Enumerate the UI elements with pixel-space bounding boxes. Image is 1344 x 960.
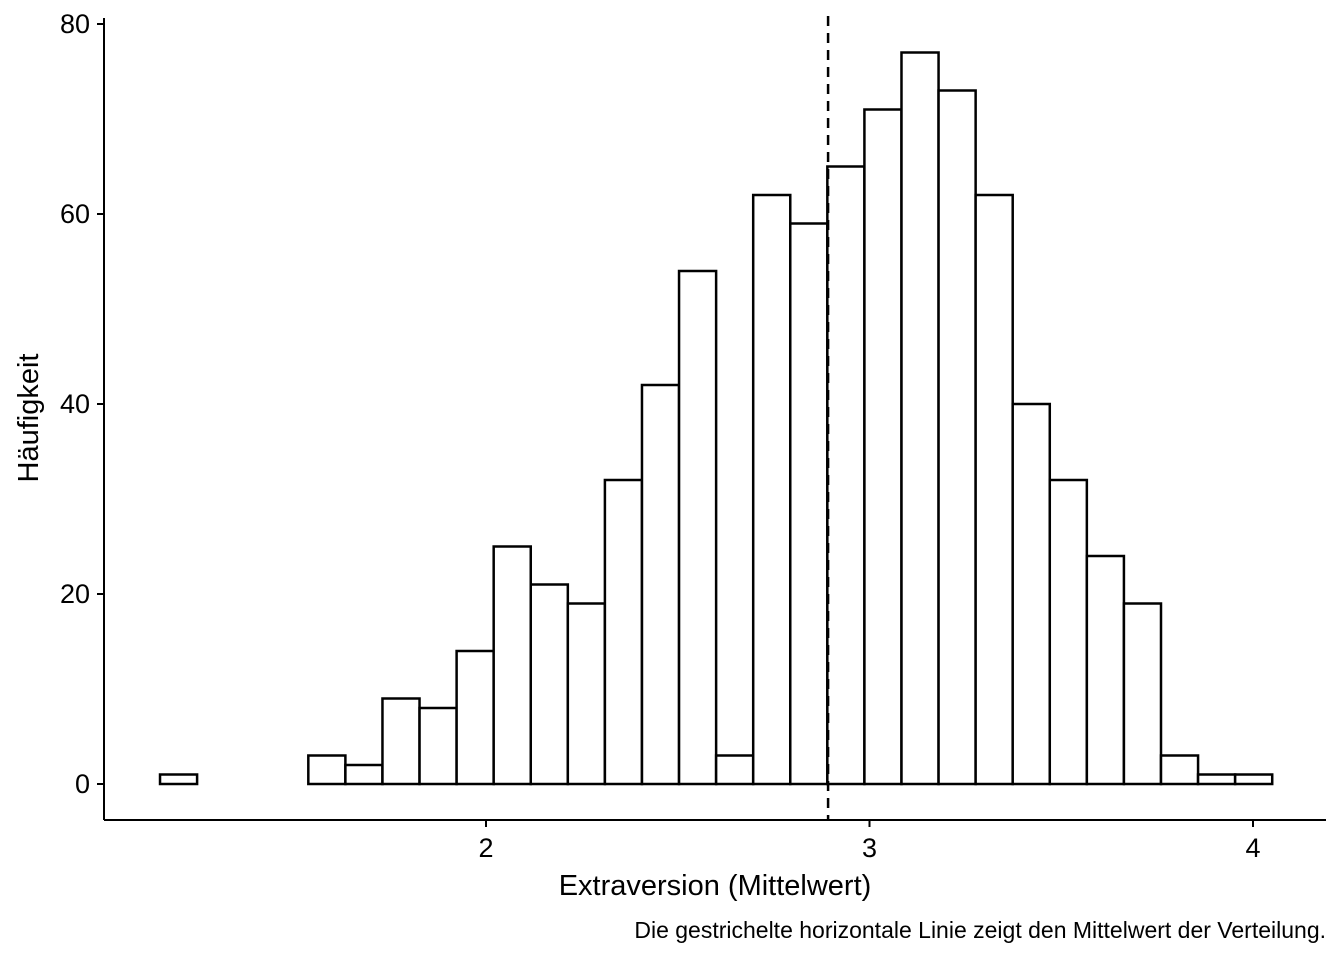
x-tick-label: 3	[862, 833, 877, 863]
x-axis-title: Extraversion (Mittelwert)	[559, 870, 872, 902]
histogram-bar	[158, 773, 199, 786]
histogram-bar	[381, 697, 421, 786]
y-tick-label: 0	[75, 769, 90, 799]
bars-group	[158, 51, 1274, 786]
histogram-bar	[455, 649, 495, 786]
histogram-bar	[974, 193, 1014, 786]
histogram-bar	[1159, 754, 1200, 786]
y-tick-label: 60	[60, 199, 90, 229]
histogram-bar	[529, 583, 570, 786]
histogram-bar	[1122, 602, 1163, 786]
y-axis-title: Häufigkeit	[13, 354, 45, 483]
histogram-bar	[307, 754, 347, 786]
caption: Die gestrichelte horizontale Linie zeigt…	[634, 917, 1326, 943]
histogram-bar	[566, 602, 607, 786]
histogram-bar	[603, 478, 644, 786]
histogram-bar	[1048, 478, 1089, 786]
x-tick-label: 2	[478, 833, 493, 863]
histogram-bar	[937, 89, 977, 786]
histogram-bar	[1196, 773, 1237, 786]
histogram-bar	[1085, 554, 1126, 786]
histogram-bar	[751, 193, 792, 786]
histogram-bar	[418, 706, 458, 786]
y-tick-label: 40	[60, 389, 90, 419]
y-tick-label: 80	[60, 9, 90, 39]
histogram-bar	[677, 269, 718, 786]
x-ticks: 2 3 4	[478, 820, 1261, 863]
y-ticks: 0 20 40 60 80	[60, 9, 104, 799]
histogram-bar	[863, 108, 903, 786]
histogram-bar	[492, 545, 533, 786]
histogram-bar	[1233, 773, 1274, 786]
histogram-bar	[714, 754, 755, 786]
histogram-bar	[900, 51, 940, 786]
histogram-bar	[1011, 402, 1052, 786]
y-tick-label: 20	[60, 579, 90, 609]
histogram-bar	[826, 165, 866, 786]
histogram-bar	[344, 763, 384, 786]
histogram-bar	[640, 383, 681, 786]
histogram-bar	[789, 222, 829, 786]
x-tick-label: 4	[1245, 833, 1260, 863]
